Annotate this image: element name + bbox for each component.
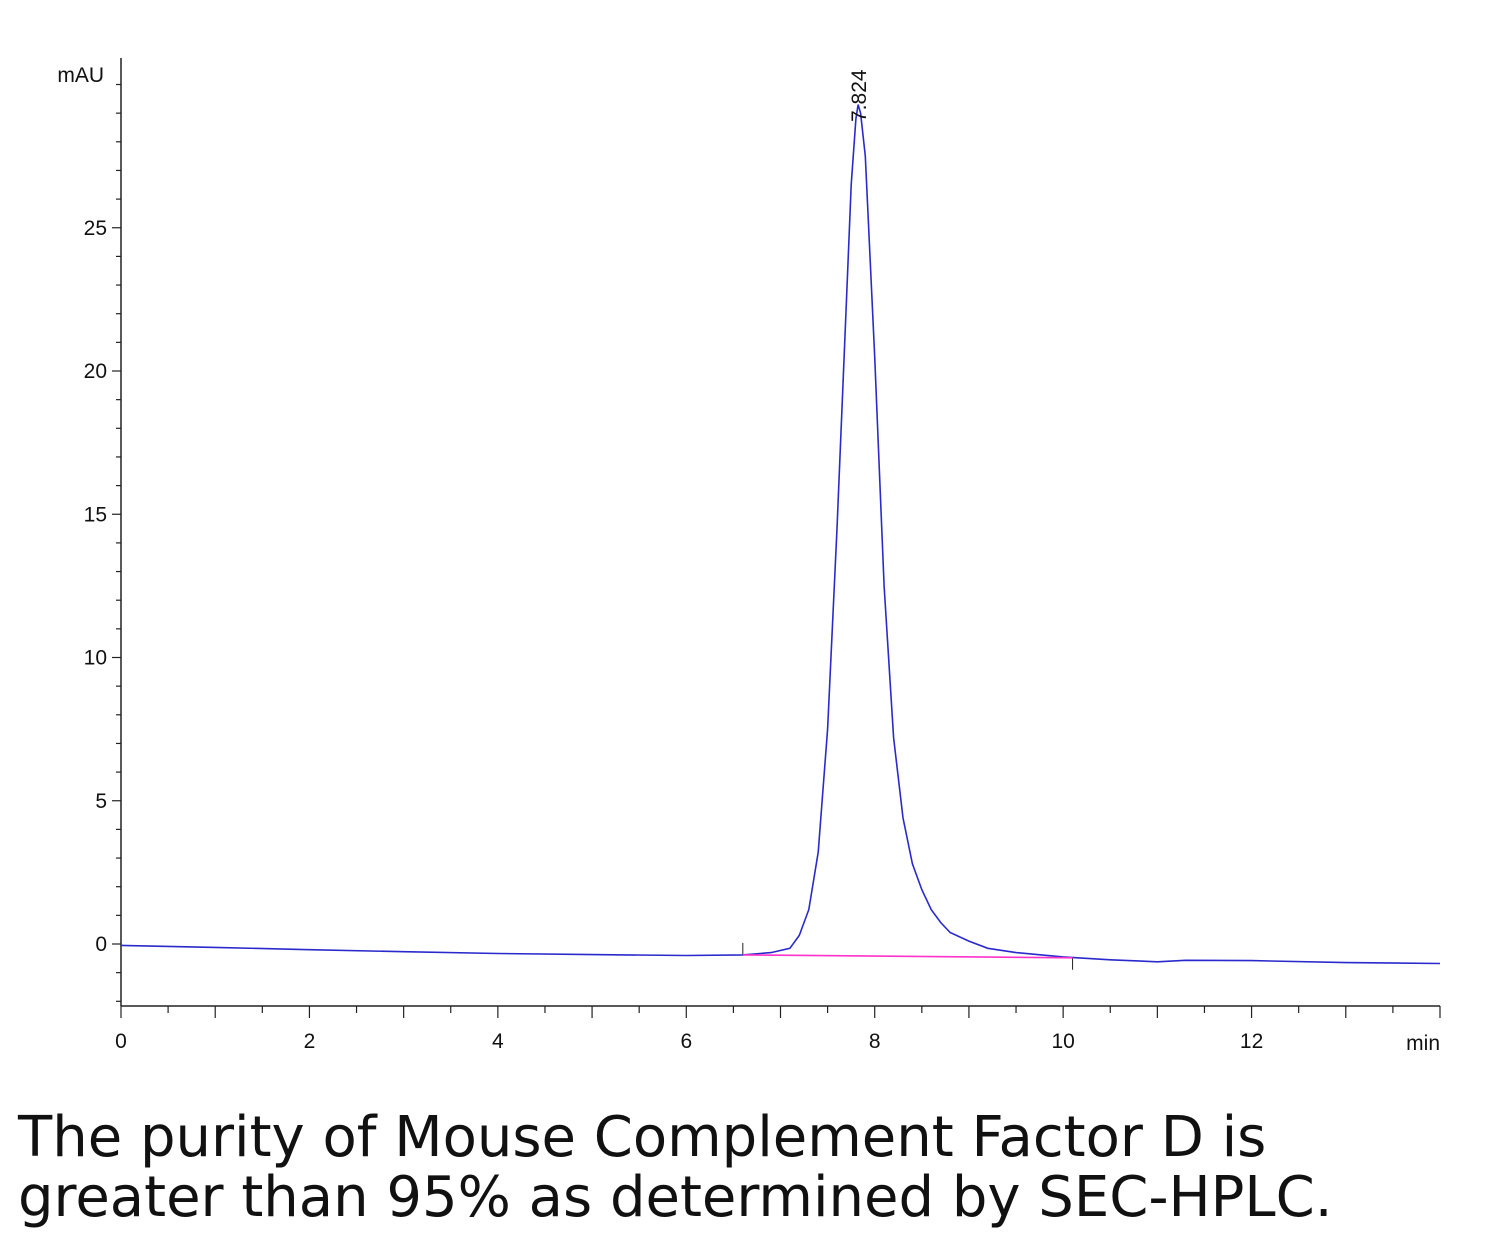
caption-line-1: The purity of Mouse Complement Factor D … <box>18 1105 1267 1170</box>
y-tick-label: 20 <box>84 360 107 383</box>
x-tick-label: 0 <box>115 1030 127 1053</box>
x-tick-label: 6 <box>680 1030 692 1053</box>
y-axis-label: mAU <box>57 64 104 87</box>
caption-line-2: greater than 95% as determined by SEC-HP… <box>18 1165 1333 1230</box>
peak-label: 7.824 <box>848 69 871 122</box>
x-tick-label: 2 <box>304 1030 316 1053</box>
x-tick-label: 8 <box>869 1030 881 1053</box>
y-tick-label: 5 <box>95 790 107 813</box>
chart-series <box>120 104 1441 965</box>
y-tick-label: 10 <box>84 647 107 670</box>
chart-axes <box>120 58 1440 1007</box>
signal-trace <box>120 104 1441 965</box>
chart-ticks <box>112 83 1441 1018</box>
x-tick-label: 10 <box>1051 1030 1074 1053</box>
chart-labels: 0 5 10 15 20 25 mAU 0 2 4 6 8 10 12 min 7.824 <box>57 64 1440 1055</box>
baseline-trace <box>742 954 1073 959</box>
x-tick-label: 12 <box>1240 1030 1263 1053</box>
figure-caption: The purity of Mouse Complement Factor D … <box>18 1108 1478 1228</box>
y-tick-label: 0 <box>95 933 107 956</box>
y-tick-label: 15 <box>84 503 107 526</box>
x-axis-label: min <box>1406 1032 1440 1055</box>
y-tick-label: 25 <box>84 217 107 240</box>
chromatogram-chart: 0 5 10 15 20 25 mAU 0 2 4 6 8 10 12 min 7.824 <box>57 58 1441 1055</box>
x-tick-label: 4 <box>492 1030 504 1053</box>
